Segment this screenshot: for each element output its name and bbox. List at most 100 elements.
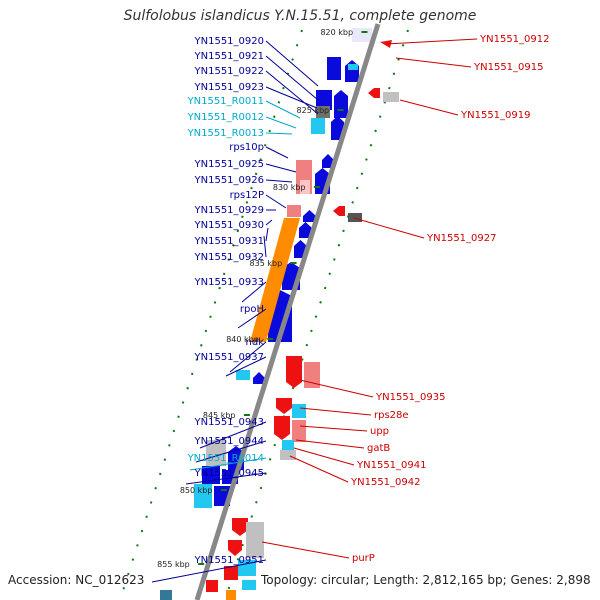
- right-leader: [261, 541, 350, 559]
- right-leader: [299, 425, 368, 432]
- backbone-line: [194, 23, 381, 600]
- left-leader: [265, 219, 273, 226]
- cds-0929: [303, 210, 316, 222]
- cds-0935: [286, 356, 302, 388]
- kbp-ticks: 820 kbp 825 kbp 830 kbp 835 kbp 840 kbp 845 k…: [157, 28, 368, 569]
- right-gene-label: YN1551_0927: [426, 233, 497, 244]
- left-leader: [195, 440, 267, 463]
- left-leader: [265, 100, 301, 119]
- left-leader: [265, 227, 269, 242]
- kbp-tick-label: 825 kbp: [297, 106, 330, 115]
- left-gene-label: YN1551_R0013: [187, 128, 264, 139]
- left-leader: [265, 40, 319, 87]
- pink-0926: [300, 180, 310, 194]
- left-gene-label: YN1551_0933: [194, 277, 265, 288]
- red-bottom: [224, 566, 238, 580]
- cds-0937: [253, 372, 265, 384]
- left-leader: [265, 132, 293, 135]
- kbp-tick-label: 820 kbp: [320, 28, 353, 37]
- left-leader: [151, 559, 267, 583]
- ndk-block: [236, 370, 250, 380]
- right-gene-label: YN1551_0912: [479, 34, 550, 45]
- cyan-bottom2: [242, 580, 256, 590]
- orange-bottom: [226, 590, 236, 600]
- gene-labels: YN1551_0920 YN1551_0921 YN1551_0922 YN1551_…: [187, 34, 550, 566]
- left-gene-label: YN1551_0932: [194, 252, 265, 263]
- kbp-tick-label: 830 kbp: [273, 183, 306, 192]
- right-gene-label: gatB: [367, 443, 390, 454]
- left-gene-label: YN1551_0937: [194, 352, 265, 363]
- cyan-bottom: [238, 560, 256, 576]
- left-gene-label: YN1551_0943: [194, 417, 265, 428]
- cds-purP-b: [228, 540, 242, 556]
- right-leader: [293, 447, 355, 466]
- rps12p-block: [287, 205, 301, 217]
- left-leader: [265, 146, 289, 159]
- gray-0941: [280, 450, 296, 460]
- left-leader: [265, 86, 318, 109]
- right-gene-label: YN1551_0915: [473, 62, 544, 73]
- left-gene-label: YN1551_R0014: [187, 453, 264, 464]
- rna-mark-1: [348, 64, 358, 70]
- left-leader: [265, 116, 297, 129]
- left-gene-label: YN1551_0922: [194, 66, 265, 77]
- rna-0011: [311, 118, 325, 134]
- right-gene-label: YN1551_0942: [350, 477, 421, 488]
- left-gene-label: YN1551_0951: [194, 555, 265, 566]
- right-leader: [299, 407, 372, 416]
- left-leader: [265, 194, 287, 209]
- band-top: [352, 28, 372, 42]
- accession-text: Accession: NC_012623: [8, 573, 145, 587]
- right-leader: [395, 57, 472, 68]
- cds-0921: [345, 60, 359, 82]
- left-leader: [265, 163, 297, 173]
- left-gene-label: YN1551_R0011: [187, 96, 264, 107]
- right-leader: [399, 99, 459, 116]
- left-gene-label: YN1551_0945: [194, 468, 265, 479]
- cyan-0938: [292, 404, 306, 418]
- map-title: Sulfolobus islandicus Y.N.15.51, complet…: [123, 8, 477, 24]
- right-leader: [295, 439, 365, 449]
- left-gene-label: YN1551_0923: [194, 82, 265, 93]
- upp-block: [274, 416, 290, 440]
- left-leader: [189, 457, 267, 471]
- left-gene-label: YN1551_0930: [194, 220, 265, 231]
- red-bottom2: [206, 580, 218, 592]
- background-bands: [352, 28, 372, 42]
- left-leader: [225, 356, 267, 377]
- dark-0927: [348, 213, 362, 222]
- right-leader: [289, 455, 349, 483]
- left-gene-label: YN1551_0926: [194, 175, 265, 186]
- right-gene-label: YN1551_0919: [460, 110, 531, 121]
- left-leader: [185, 472, 267, 485]
- left-gene-label: YN1551_0944: [194, 436, 265, 447]
- feature-blocks: [160, 40, 399, 600]
- left-gene-label: YN1551_R0012: [187, 112, 264, 123]
- left-gene-label: rps12P: [230, 190, 264, 201]
- gray-0919: [383, 92, 399, 102]
- left-gene-label: YN1551_0925: [194, 159, 265, 170]
- left-gene-label: YN1551_0929: [194, 205, 265, 216]
- cds-0924: [334, 90, 348, 118]
- right-gene-label: rps28e: [374, 410, 409, 421]
- cds-0951: [160, 590, 172, 600]
- topology-text: Topology: circular; Length: 2,812,165 bp…: [261, 573, 591, 587]
- gray-0943: [206, 440, 226, 466]
- left-gene-label: rpoH: [240, 304, 264, 315]
- cds-0922: [316, 90, 332, 110]
- left-leader: [237, 308, 267, 329]
- cds-0930: [299, 222, 312, 238]
- rps10p-block: [331, 116, 344, 140]
- left-gene-label: YN1551_0931: [194, 236, 265, 247]
- gray-purP: [246, 522, 264, 558]
- cds-0920: [327, 57, 341, 80]
- left-gene-label: rps10p: [229, 142, 264, 153]
- right-gene-label: upp: [370, 426, 389, 437]
- right-leader: [299, 379, 374, 398]
- cds-0923: [316, 106, 330, 118]
- left-leader: [199, 421, 267, 449]
- cds-0926: [322, 154, 334, 168]
- kbp-tick-label: 845 kbp: [203, 411, 236, 420]
- left-leader: [265, 70, 319, 115]
